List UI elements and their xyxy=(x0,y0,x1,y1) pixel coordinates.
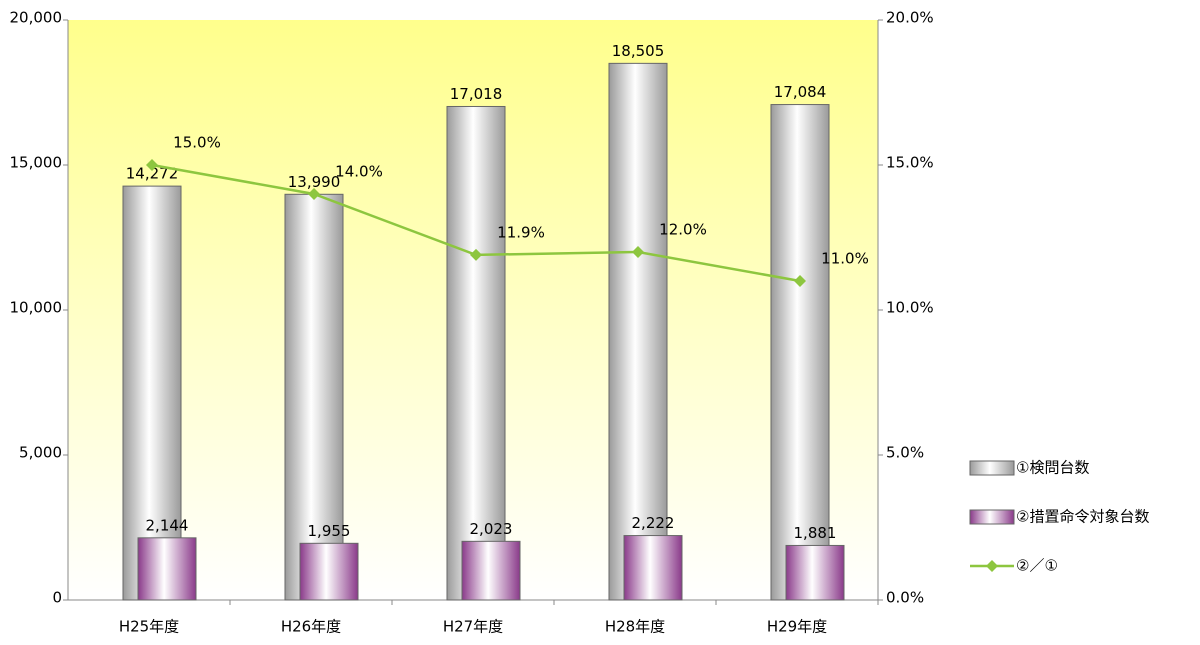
bar xyxy=(284,193,344,601)
y-tick-label: 5,000 xyxy=(19,444,62,462)
line-marker xyxy=(794,275,806,287)
y2-tick-label: 0.0% xyxy=(886,589,924,607)
data-label: 2,144 xyxy=(146,516,189,534)
y2-tick-label: 15.0% xyxy=(886,154,934,172)
data-label: 13,990 xyxy=(288,173,341,191)
data-label: 12.0% xyxy=(659,221,707,239)
y2-tick-label: 10.0% xyxy=(886,299,934,317)
line-marker xyxy=(146,159,158,171)
bar xyxy=(623,535,683,601)
legend-swatch xyxy=(969,460,1015,476)
data-label: 17,018 xyxy=(450,85,503,103)
line-marker xyxy=(470,248,482,261)
bar xyxy=(608,62,668,601)
data-label: 14,272 xyxy=(126,165,179,183)
y2-tick-label: 5.0% xyxy=(886,444,924,462)
line-marker xyxy=(308,188,320,200)
bar xyxy=(137,537,197,601)
x-tick-label: H25年度 xyxy=(119,618,179,636)
data-label: 11.9% xyxy=(497,223,545,241)
y-tick-label: 15,000 xyxy=(10,154,63,172)
x-tick-label: H28年度 xyxy=(605,618,665,636)
data-label: 1,881 xyxy=(794,524,837,542)
y-tick-label: 10,000 xyxy=(10,299,63,317)
legend-marker xyxy=(986,560,998,572)
y-tick-label: 20,000 xyxy=(10,9,63,27)
x-tick-label: H27年度 xyxy=(443,618,503,636)
data-label: 11.0% xyxy=(821,250,869,268)
data-label: 14.0% xyxy=(335,163,383,181)
data-label: 15.0% xyxy=(173,134,221,152)
legend-label: ②／① xyxy=(1016,557,1058,575)
bar xyxy=(446,105,506,601)
data-label: 18,505 xyxy=(612,42,665,60)
bar xyxy=(122,185,182,601)
line-marker xyxy=(632,246,644,258)
legend-label: ①検問台数 xyxy=(1016,459,1089,477)
x-tick-label: H29年度 xyxy=(767,618,827,636)
bar xyxy=(461,540,521,601)
y2-tick-label: 20.0% xyxy=(886,9,934,27)
data-label: 2,023 xyxy=(470,520,513,538)
y-tick-label: 0 xyxy=(52,589,62,607)
data-label: 1,955 xyxy=(308,522,351,540)
legend-label: ②措置命令対象台数 xyxy=(1016,508,1149,526)
x-tick-label: H26年度 xyxy=(281,618,341,636)
bar xyxy=(785,544,845,601)
bar xyxy=(770,104,830,601)
legend-swatch xyxy=(969,509,1015,525)
data-label: 17,084 xyxy=(774,83,827,101)
bar xyxy=(299,542,359,601)
data-label: 2,222 xyxy=(632,514,675,532)
